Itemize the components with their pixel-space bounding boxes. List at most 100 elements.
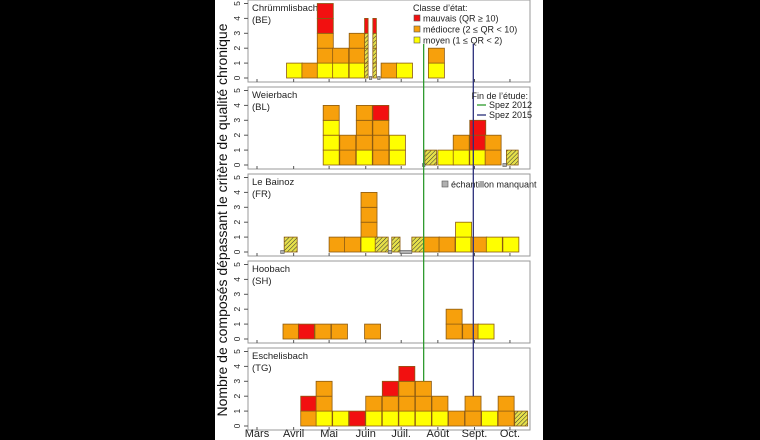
bar-segment-mauvais (316, 3, 334, 19)
class-legend-title: Classe d’état: (413, 3, 468, 13)
x-tick-label: Août (427, 428, 450, 440)
bar-segment-hatched (372, 47, 377, 64)
bar-segment-moyen (322, 149, 340, 166)
bar-segment-mediocre (332, 47, 350, 64)
legend-label: Spez 2015 (489, 110, 532, 120)
legend-label: moyen (1 ≤ QR < 2) (423, 36, 502, 46)
legend-label: mauvais (QR ≥ 10) (423, 14, 498, 24)
bar-segment-hatched (372, 62, 377, 79)
y-tick-label: 4 (232, 190, 242, 195)
missing-legend-swatch (441, 180, 449, 188)
bar-segment-moyen (365, 410, 383, 427)
bar-segment-mediocre (452, 134, 470, 151)
bar-segment-hatched (424, 149, 438, 166)
bar-segment-moyen (388, 134, 406, 151)
bar-segment-hatched (374, 236, 389, 253)
bar-segment-mediocre (348, 32, 366, 49)
bar-segment-moyen (477, 323, 495, 340)
bar-segment-moyen (286, 62, 303, 79)
bar-segment-moyen (322, 119, 340, 136)
panel-weierbach: 0 1 2 3 4 5 Weierbach(BL) (232, 86, 531, 170)
y-tick-label: 2 (232, 133, 242, 138)
y-tick-label: 1 (232, 408, 242, 413)
y-tick-label: 1 (232, 60, 242, 65)
station-canton: (BL) (252, 102, 270, 113)
bar-segment-hatched (372, 32, 377, 49)
x-tick-label: Mars (245, 428, 270, 440)
bar-segment-mediocre (364, 323, 381, 340)
chart-background (215, 0, 543, 440)
station-name: Chrümmlisbach (252, 3, 318, 14)
bar-segment-moyen (332, 410, 350, 427)
bar-segment-mediocre (431, 395, 449, 412)
y-tick-label: 5 (232, 349, 242, 354)
y-tick-label: 4 (232, 364, 242, 369)
bar-segment-mediocre (414, 395, 432, 412)
study-end-legend-title: Fin de l’étude: (471, 91, 528, 101)
panel-le-bainoz: 0 1 2 3 4 5 Le Bainoz(FR) (232, 173, 531, 257)
bar-segment-hatched (364, 47, 369, 64)
station-canton: (BE) (252, 15, 271, 26)
panel-frame (247, 0, 531, 83)
panel-frame (247, 173, 531, 257)
y-tick-label: 5 (232, 175, 242, 180)
bar-segment-mediocre (372, 149, 390, 166)
bar-segment-moyen (452, 149, 470, 166)
x-tick-label: Avril (283, 428, 304, 440)
bar-segment-mauvais (316, 17, 334, 34)
bar-segment-mediocre (427, 47, 445, 64)
y-tick-label: 3 (232, 31, 242, 36)
bar-segment-mediocre (315, 395, 333, 412)
bar-segment-moyen (455, 236, 472, 253)
y-tick-label: 4 (232, 277, 242, 282)
bar-segment-mauvais (348, 410, 366, 427)
bar-segment-mediocre (381, 395, 399, 412)
bar-segment-mauvais (364, 17, 369, 34)
bar-segment-moyen (332, 62, 350, 79)
bar-segment-hatched (364, 32, 369, 49)
y-tick-label: 0 (232, 423, 242, 428)
panel-eschelisbach: 0 1 2 3 4 5 Eschelisbach(TG) (232, 347, 531, 431)
bar-segment-mauvais (372, 17, 377, 34)
bar-segment-mediocre (464, 395, 482, 412)
bar-segment-moyen (481, 410, 498, 427)
x-tick-label: Juil. (391, 428, 411, 440)
y-tick-label: 0 (232, 162, 242, 167)
bar-segment-mediocre (398, 380, 416, 397)
bar-segment-moyen (469, 149, 487, 166)
bar-segment-mediocre (414, 380, 432, 397)
bar-segment-mediocre (365, 395, 383, 412)
bar-segment-mediocre (423, 236, 441, 253)
bar-segment-mediocre (339, 134, 357, 151)
bar-segment-mauvais (300, 395, 318, 412)
bar-segment-mediocre (344, 236, 361, 253)
station-canton: (SH) (252, 276, 272, 287)
x-tick-label: Juin (356, 428, 376, 440)
panel-frame (247, 347, 531, 431)
bar-segment-mauvais (297, 323, 315, 340)
x-tick-label: Sept. (462, 428, 488, 440)
bar-segment-moyen (431, 410, 449, 427)
bar-segment-mediocre (497, 395, 515, 412)
bar-segment-mediocre (484, 149, 502, 166)
y-tick-label: 1 (232, 234, 242, 239)
x-tick-label: Oct. (500, 428, 520, 440)
bar-segment-mediocre (462, 323, 480, 340)
bar-segment-moyen (398, 410, 416, 427)
bar-segment-moyen (355, 149, 373, 166)
bar-segment-hatched (506, 149, 519, 166)
bar-segment-mediocre (445, 308, 463, 325)
y-axis-label: Nombre de composés dépassant le critère … (214, 23, 230, 416)
y-tick-label: 0 (232, 249, 242, 254)
bar-segment-hatched (411, 236, 425, 253)
bar-segment-mediocre (372, 134, 390, 151)
missing-sample-marker (377, 76, 381, 80)
bar-segment-mediocre (484, 134, 502, 151)
bar-segment-moyen (485, 236, 503, 253)
y-tick-label: 0 (232, 336, 242, 341)
bar-segment-hatched (364, 62, 369, 79)
legend-label: médiocre (2 ≤ QR < 10) (423, 25, 517, 35)
bar-segment-moyen (388, 149, 406, 166)
y-tick-label: 0 (232, 75, 242, 80)
